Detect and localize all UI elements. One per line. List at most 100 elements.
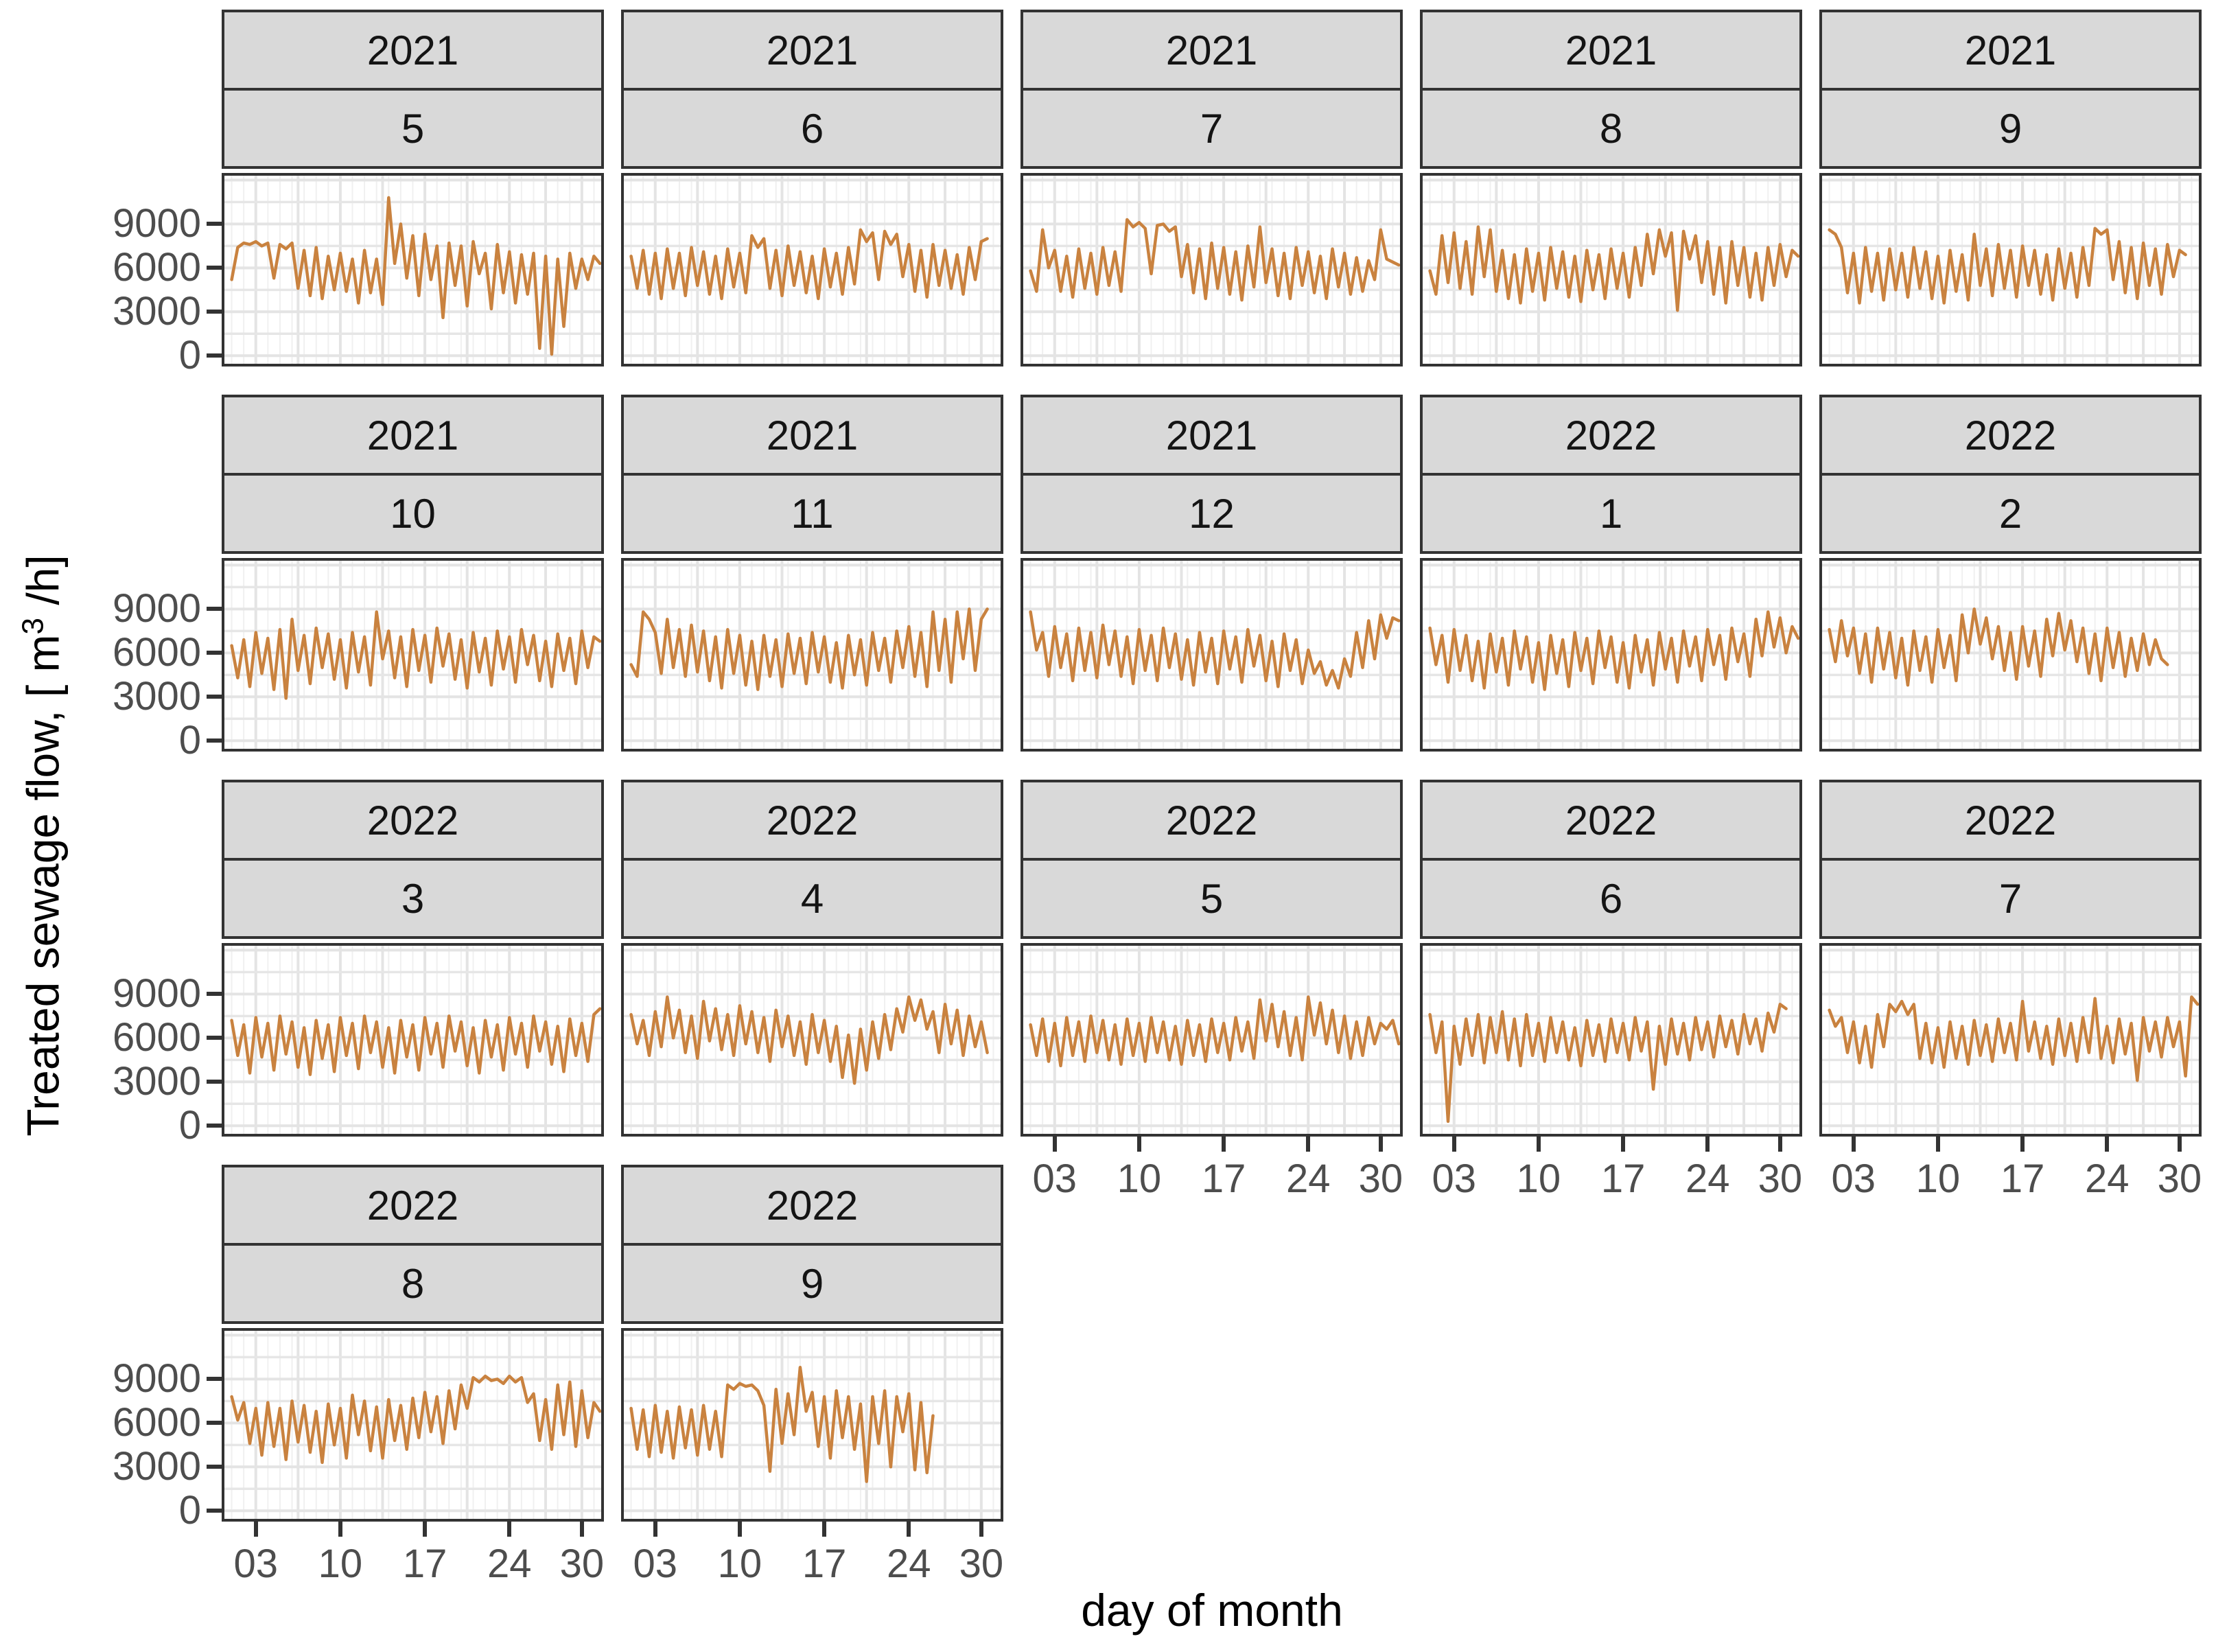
facet-panel-2021-8: 2021 8 (1420, 10, 1802, 367)
facet-strip-year: 2022 (1819, 395, 2202, 476)
x-tick (653, 1522, 657, 1537)
facet-strip-month: 4 (621, 858, 1003, 939)
x-tick (1306, 1137, 1311, 1152)
facet-panel-2022-4: 2022 4 (621, 780, 1003, 1137)
y-axis-title-superscript: 3 (16, 618, 50, 635)
y-tick-label: 6000 (112, 630, 201, 675)
y-axis-title: Treated sewage flow, [ m3 /h] (16, 555, 69, 1136)
x-tick-label: 30 (1758, 1156, 1803, 1201)
y-tick-label: 0 (178, 1103, 201, 1148)
flow-line (629, 607, 989, 691)
flow-line (1428, 1003, 1788, 1124)
facet-strip-year: 2021 (222, 10, 604, 91)
facet-strip-year: 2022 (222, 780, 604, 861)
y-tick-label: 9000 (112, 1356, 201, 1401)
y-tick (207, 222, 222, 226)
plot-area (1023, 946, 1400, 1134)
x-tick (1536, 1137, 1541, 1152)
plot-panel (222, 173, 604, 367)
x-tick (507, 1522, 512, 1537)
facet-strip-month: 11 (621, 473, 1003, 554)
plot-panel (1420, 558, 1802, 752)
y-tick-label: 0 (178, 333, 201, 378)
facet-strip-year: 2021 (1819, 10, 2202, 91)
x-tick (822, 1522, 827, 1537)
y-tick (207, 1377, 222, 1382)
x-tick-label: 17 (2000, 1156, 2045, 1201)
x-tick-label: 30 (2157, 1156, 2202, 1201)
facet-panel-2022-7: 2022 7 (1819, 780, 2202, 1137)
facet-strip-year: 2022 (222, 1165, 604, 1246)
x-tick (1621, 1137, 1626, 1152)
y-tick (207, 1509, 222, 1513)
plot-area (624, 561, 1001, 749)
plot-panel (1020, 173, 1403, 367)
y-tick (207, 1465, 222, 1469)
x-tick-label: 30 (559, 1542, 605, 1586)
x-tick-label: 30 (959, 1542, 1004, 1586)
plot-panel (1420, 173, 1802, 367)
y-tick-label: 0 (178, 1488, 201, 1533)
y-tick-label: 3000 (112, 1444, 201, 1489)
facet-panel-2021-12: 2021 12 (1020, 395, 1403, 752)
x-tick-label: 17 (402, 1542, 447, 1586)
plot-area (1023, 176, 1400, 364)
x-tick-label: 24 (887, 1542, 931, 1586)
plot-area (1023, 561, 1400, 749)
facet-strip-month: 2 (1819, 473, 2202, 554)
plot-area (1822, 176, 2199, 364)
facet-panel-2021-6: 2021 6 (621, 10, 1003, 367)
plot-panel (1819, 943, 2202, 1137)
x-tick-label: 03 (233, 1542, 278, 1586)
facet-strip-year: 2021 (621, 10, 1003, 91)
y-tick (207, 1421, 222, 1426)
plot-area (1822, 561, 2199, 749)
x-tick (1378, 1137, 1383, 1152)
facet-panel-2022-9: 2022 9 (621, 1165, 1003, 1522)
plot-panel (222, 558, 604, 752)
x-tick-label: 03 (1432, 1156, 1476, 1201)
x-tick-label: 24 (1686, 1156, 1730, 1201)
y-tick-label: 0 (178, 718, 201, 763)
facet-strip-year: 2022 (1420, 395, 1802, 476)
facet-strip-year: 2021 (1020, 10, 1403, 91)
plot-panel (1020, 943, 1403, 1137)
facet-strip-month: 3 (222, 858, 604, 939)
flow-line (230, 1374, 601, 1465)
flow-line (230, 1007, 601, 1076)
plot-area (624, 1331, 1001, 1519)
facet-panel-2021-9: 2021 9 (1819, 10, 2202, 367)
flow-line (1029, 995, 1400, 1068)
x-tick-label: 10 (318, 1542, 363, 1586)
y-tick-label: 3000 (112, 289, 201, 334)
x-tick-label: 24 (2085, 1156, 2130, 1201)
facet-strip-month: 6 (1420, 858, 1802, 939)
y-tick (207, 1124, 222, 1128)
plot-area (1423, 561, 1799, 749)
y-tick-label: 6000 (112, 1400, 201, 1445)
flow-line (1828, 995, 2199, 1082)
flow-line (629, 995, 989, 1085)
plot-panel (222, 943, 604, 1137)
x-tick-label: 10 (1915, 1156, 1961, 1201)
y-tick-label: 6000 (112, 245, 201, 290)
x-tick (1705, 1137, 1710, 1152)
y-tick (207, 607, 222, 612)
facet-strip-year: 2021 (1020, 395, 1403, 476)
facet-strip-month: 7 (1020, 88, 1403, 169)
x-axis-title: day of month (1081, 1585, 1343, 1636)
facet-strip-month: 5 (222, 88, 604, 169)
flow-line (1828, 607, 2169, 687)
x-tick (2020, 1137, 2025, 1152)
plot-panel (621, 1328, 1003, 1522)
plot-panel (1020, 558, 1403, 752)
facet-strip-month: 9 (1819, 88, 2202, 169)
flow-line (1828, 226, 2187, 305)
x-tick-label: 10 (1516, 1156, 1561, 1201)
facet-strip-month: 7 (1819, 858, 2202, 939)
facet-panel-2021-10: 2021 10 (222, 395, 604, 752)
plot-panel (621, 558, 1003, 752)
plot-area (224, 946, 601, 1134)
facet-strip-year: 2022 (621, 1165, 1003, 1246)
plot-panel (621, 943, 1003, 1137)
